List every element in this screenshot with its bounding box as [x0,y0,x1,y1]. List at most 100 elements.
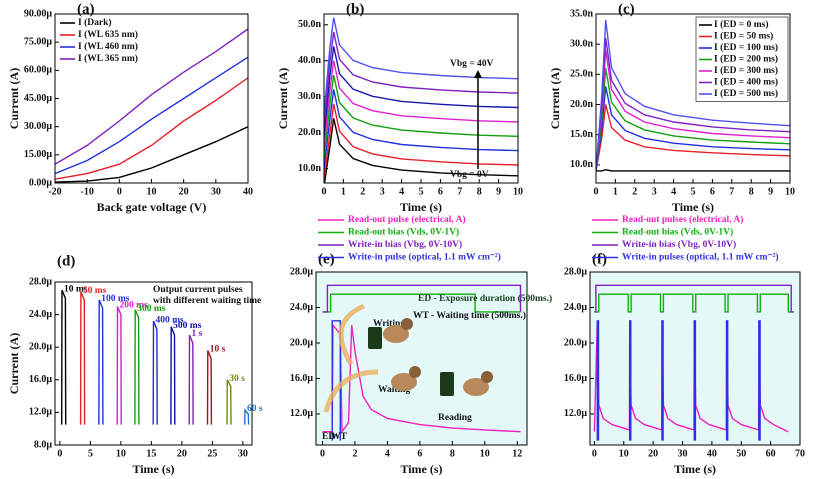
dog-figure [463,378,489,396]
x-tick-label: 20 [179,186,189,197]
legend-label: I (Dark) [78,17,112,28]
curved-arrow [323,369,379,413]
x-tick-label: 6 [710,186,715,197]
x-tick-label: 0 [594,186,599,197]
y-tick-label: 28.0μ [290,266,314,277]
dog-figure [383,325,409,343]
y-tick-label: 8.0μ [34,439,53,450]
y-tick-label: 10.0n [570,159,594,170]
series-line [596,68,790,171]
pulse-label: 300 ms [137,304,166,314]
x-tick-label: 30 [211,186,221,197]
series-line [331,320,341,441]
legend-label: Write-in pulse (optical, 1.1 mW cm⁻²) [348,252,501,263]
x-tick-label: 25 [207,448,217,459]
y-tick-label: 16.0μ [564,373,588,384]
series-line [170,326,176,425]
x-tick-label: 2 [360,186,365,197]
annotation: WT - Waiting time (500ms.) [413,310,526,321]
series-line [596,19,790,171]
pulse-label: 200 ms [120,301,149,311]
legend-label: I (ED = 0 ms) [714,19,769,30]
panel-label: (a) [77,1,95,17]
series-line [324,17,518,115]
series-line [596,320,761,441]
x-tick-label: 3 [380,186,385,197]
x-tick-label: 6 [438,186,443,197]
plot-area [55,14,248,183]
series-line [322,284,522,313]
y-tick-label: 10.0n [298,163,322,174]
pulse-label: 50 ms [83,286,107,296]
x-tick-label: 40 [243,186,253,197]
y-tick-label: 16.0μ [290,373,314,384]
annotation: WT [331,432,348,442]
legend-label: Read-out bias (Vds, 0V-1V) [348,227,459,238]
y-tick-label: 12.0μ [29,407,53,418]
annotation: ED - Exposure duration (500ms.) [418,293,552,304]
x-tick-label: 70 [795,448,805,459]
y-tick-label: 24.0μ [564,302,588,313]
series-line [322,293,521,313]
x-tick-label: 2 [352,448,357,459]
x-tick-label: 30 [238,448,248,459]
panel-label: (f) [592,251,607,267]
x-axis-label: Back gate voltage (V) [97,200,207,214]
y-tick-label: 20.0μ [564,337,588,348]
series-line [55,126,248,183]
series-line [324,103,518,180]
x-tick-label: 3 [652,186,657,197]
y-tick-label: 24.0μ [29,309,53,320]
x-tick-label: 40 [707,448,717,459]
x-tick-label: 60 [766,448,776,459]
legend-label: I (WL 635 nm) [78,29,138,40]
plot-frame [595,13,791,184]
plot-frame [323,13,519,184]
dog-head [401,318,413,330]
y-tick-label: 30.0n [298,91,322,102]
y-tick-label: 28.0μ [29,276,53,287]
legend-label: Read-out bias (Vds, 0V-1V) [622,227,733,238]
x-tick-label: 0 [117,186,122,197]
series-line [322,323,521,434]
pulse-label: 10 ms [64,284,88,294]
legend-label: I (ED = 400 ms) [714,77,778,88]
x-tick-label: 9 [496,186,501,197]
annotation: Writing [373,319,405,329]
y-axis-label: Current (A) [7,68,21,129]
legend-label: Write-in pulses (optical, 1.1 mW cm⁻²) [622,252,779,263]
y-tick-label: 24.0μ [290,302,314,313]
legend-label: Write-in bias (Vbg, 0V-10V) [622,239,736,250]
x-tick-label: 8 [477,186,482,197]
plot-frame [54,281,253,446]
y-tick-label: 60.00μ [24,65,53,76]
legend-label: Read-out pulse (electrical, A) [348,214,466,225]
x-tick-label: 0 [322,186,327,197]
y-tick-label: 20.0n [298,127,322,138]
x-tick-label: 0 [592,448,597,459]
x-tick-label: 20 [177,448,187,459]
legend-label: I (WL 460 nm) [78,41,138,52]
series-line [596,168,790,172]
series-line [596,104,790,172]
x-tick-label: 0 [57,448,62,459]
series-line [206,350,213,425]
y-tick-label: 20.0n [570,99,594,110]
x-tick-label: 20 [648,448,658,459]
legend-label: I (ED = 50 ms) [714,31,773,42]
x-tick-label: 0 [320,448,325,459]
x-tick-label: 4 [399,186,404,197]
x-axis-label: Time (s) [672,200,714,214]
y-tick-label: 40.0n [298,55,322,66]
y-tick-label: 25.0n [570,69,594,80]
curved-arrow [338,303,366,366]
x-tick-label: 6 [417,448,422,459]
x-tick-label: 1 [341,186,346,197]
plot-frame [589,271,801,446]
legend-label: I (ED = 200 ms) [714,54,778,65]
legend-label: Read-out pulses (electrical, A) [622,214,743,225]
pulse-label: 10 s [210,345,226,355]
series-line [61,289,67,425]
series-line [188,334,194,425]
